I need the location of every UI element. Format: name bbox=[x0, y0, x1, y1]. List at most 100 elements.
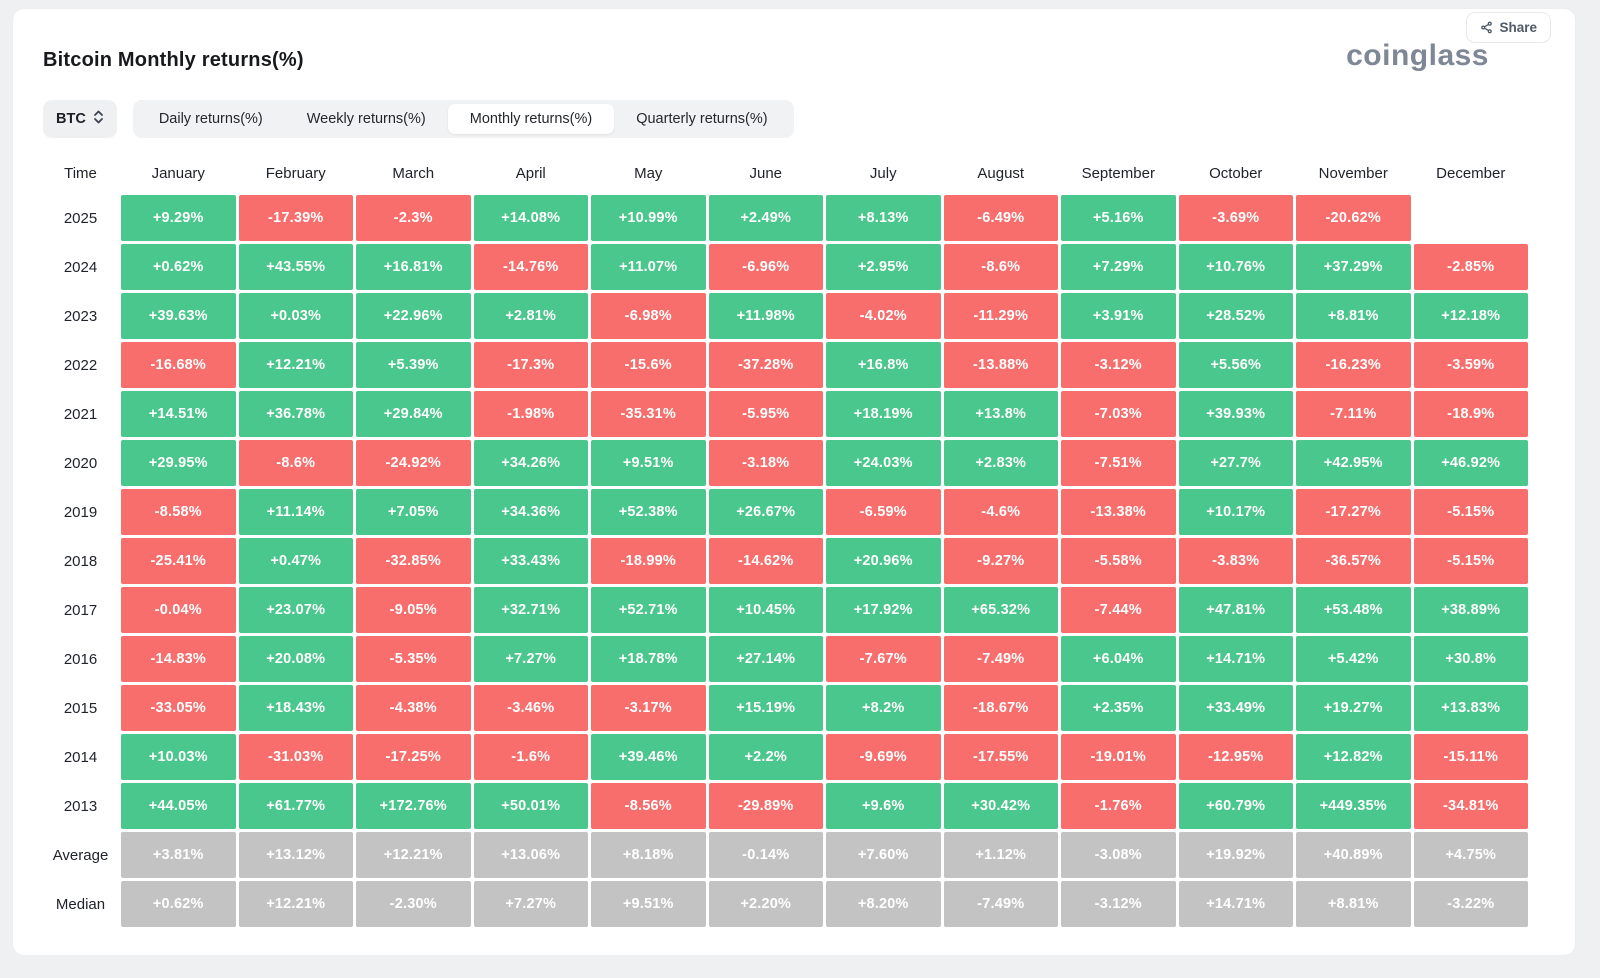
symbol-select[interactable]: BTC bbox=[43, 100, 117, 138]
return-cell: -7.11% bbox=[1296, 391, 1411, 437]
column-header-time: Time bbox=[64, 164, 97, 182]
row-label-2024: 2024 bbox=[63, 258, 98, 276]
return-cell: +11.14% bbox=[238, 489, 353, 535]
return-cell: -17.25% bbox=[356, 734, 471, 780]
return-cell: -14.76% bbox=[473, 244, 588, 290]
return-cell: -3.12% bbox=[1061, 342, 1176, 388]
tab-weekly-returns[interactable]: Weekly returns(%) bbox=[306, 111, 426, 127]
return-cell: -9.69% bbox=[826, 734, 941, 780]
return-cell: +0.62% bbox=[121, 881, 236, 927]
tab-monthly-returns[interactable]: Monthly returns(%) bbox=[447, 104, 615, 134]
return-cell: -15.6% bbox=[591, 342, 706, 388]
return-cell: +22.96% bbox=[356, 293, 471, 339]
return-cell: +12.82% bbox=[1296, 734, 1411, 780]
return-cell: +34.26% bbox=[473, 440, 588, 486]
return-cell: +38.89% bbox=[1413, 587, 1528, 633]
returns-tab-bar: Daily returns(%) Weekly returns(%) Monthly… bbox=[132, 100, 794, 138]
return-cell: +39.63% bbox=[121, 293, 236, 339]
row-label-2016: 2016 bbox=[63, 650, 98, 668]
return-cell: +42.95% bbox=[1296, 440, 1411, 486]
return-cell: -3.46% bbox=[473, 685, 588, 731]
return-cell: +39.46% bbox=[591, 734, 706, 780]
return-cell: +10.45% bbox=[708, 587, 823, 633]
return-cell: +15.19% bbox=[708, 685, 823, 731]
return-cell: +39.93% bbox=[1178, 391, 1293, 437]
return-cell: +2.20% bbox=[708, 881, 823, 927]
return-cell: +37.29% bbox=[1296, 244, 1411, 290]
return-cell: +14.71% bbox=[1178, 636, 1293, 682]
return-cell: +30.8% bbox=[1413, 636, 1528, 682]
return-cell: +26.67% bbox=[708, 489, 823, 535]
row-label-2025: 2025 bbox=[63, 209, 98, 227]
return-cell: +10.03% bbox=[121, 734, 236, 780]
coinglass-logo: coinglass bbox=[1346, 39, 1489, 72]
return-cell: -13.88% bbox=[943, 342, 1058, 388]
return-cell: -25.41% bbox=[121, 538, 236, 584]
return-cell: +24.03% bbox=[826, 440, 941, 486]
return-cell: -14.83% bbox=[121, 636, 236, 682]
column-header-september: September bbox=[1081, 164, 1155, 182]
return-cell: -7.49% bbox=[943, 636, 1058, 682]
row-label-2017: 2017 bbox=[63, 601, 98, 619]
return-cell: +29.95% bbox=[121, 440, 236, 486]
return-cell: +13.06% bbox=[473, 832, 588, 878]
return-cell: +44.05% bbox=[121, 783, 236, 829]
row-label-2013: 2013 bbox=[63, 797, 98, 815]
return-cell: -33.05% bbox=[121, 685, 236, 731]
return-cell: -18.67% bbox=[943, 685, 1058, 731]
return-cell: -0.04% bbox=[121, 587, 236, 633]
return-cell: -6.59% bbox=[826, 489, 941, 535]
return-cell: +46.92% bbox=[1413, 440, 1528, 486]
return-cell: -18.9% bbox=[1413, 391, 1528, 437]
tab-quarterly-returns[interactable]: Quarterly returns(%) bbox=[636, 111, 768, 127]
return-cell: -17.3% bbox=[473, 342, 588, 388]
tab-daily-returns[interactable]: Daily returns(%) bbox=[158, 111, 263, 127]
return-cell: -31.03% bbox=[238, 734, 353, 780]
column-header-august: August bbox=[977, 164, 1025, 182]
return-cell: -7.44% bbox=[1061, 587, 1176, 633]
return-cell: +47.81% bbox=[1178, 587, 1293, 633]
return-cell: +19.92% bbox=[1178, 832, 1293, 878]
return-cell: +33.43% bbox=[473, 538, 588, 584]
return-cell: +4.75% bbox=[1413, 832, 1528, 878]
return-cell: -13.38% bbox=[1061, 489, 1176, 535]
return-cell: +10.99% bbox=[591, 195, 706, 241]
return-cell: -16.68% bbox=[121, 342, 236, 388]
return-cell: +14.71% bbox=[1178, 881, 1293, 927]
return-cell: -12.95% bbox=[1178, 734, 1293, 780]
return-cell: +34.36% bbox=[473, 489, 588, 535]
return-cell: -11.29% bbox=[943, 293, 1058, 339]
return-cell: -3.22% bbox=[1413, 881, 1528, 927]
return-cell: -7.67% bbox=[826, 636, 941, 682]
return-cell: +10.17% bbox=[1178, 489, 1293, 535]
column-header-july: July bbox=[869, 164, 897, 182]
return-cell: +7.27% bbox=[473, 636, 588, 682]
return-cell: +53.48% bbox=[1296, 587, 1411, 633]
return-cell: -7.03% bbox=[1061, 391, 1176, 437]
share-button[interactable]: Share bbox=[1466, 12, 1551, 43]
return-cell: +50.01% bbox=[473, 783, 588, 829]
return-cell: -5.35% bbox=[356, 636, 471, 682]
return-cell: -3.69% bbox=[1178, 195, 1293, 241]
return-cell: +61.77% bbox=[238, 783, 353, 829]
return-cell: +52.38% bbox=[591, 489, 706, 535]
return-cell: +8.81% bbox=[1296, 293, 1411, 339]
row-label-2019: 2019 bbox=[63, 503, 98, 521]
return-cell: -29.89% bbox=[708, 783, 823, 829]
return-cell: -36.57% bbox=[1296, 538, 1411, 584]
return-cell: -2.85% bbox=[1413, 244, 1528, 290]
return-cell: -6.96% bbox=[708, 244, 823, 290]
return-cell: +8.18% bbox=[591, 832, 706, 878]
return-cell: +30.42% bbox=[943, 783, 1058, 829]
return-cell: +18.78% bbox=[591, 636, 706, 682]
return-cell: +2.95% bbox=[826, 244, 941, 290]
return-cell: -14.62% bbox=[708, 538, 823, 584]
return-cell: -24.92% bbox=[356, 440, 471, 486]
return-cell: -3.12% bbox=[1061, 881, 1176, 927]
row-label-2018: 2018 bbox=[63, 552, 98, 570]
return-cell: -15.11% bbox=[1413, 734, 1528, 780]
return-cell: +2.49% bbox=[708, 195, 823, 241]
row-label-average: Average bbox=[52, 846, 109, 864]
row-label-2014: 2014 bbox=[63, 748, 98, 766]
return-cell: +20.08% bbox=[238, 636, 353, 682]
